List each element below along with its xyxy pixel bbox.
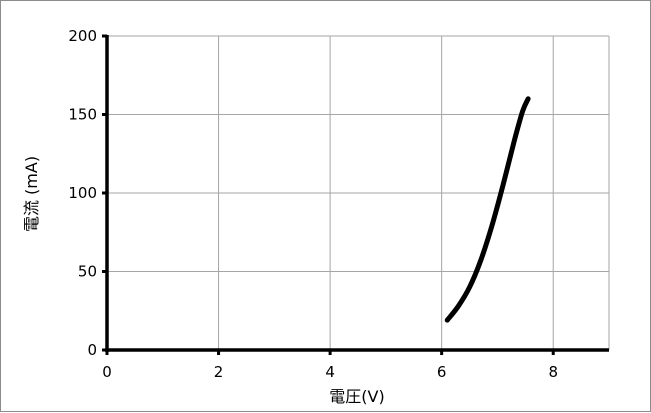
x-tick-label-6: 6 [437, 363, 447, 381]
x-tick-label-2: 2 [214, 363, 224, 381]
y-tick-label-100: 100 [68, 184, 97, 202]
y-tick-label-0: 0 [87, 341, 97, 359]
grid [107, 36, 609, 350]
x-tick-label-0: 0 [102, 363, 112, 381]
x-tick-label-4: 4 [325, 363, 335, 381]
tick-labels: 0 2 4 6 8 0 50 100 150 200 [68, 27, 558, 381]
axes [102, 35, 609, 355]
x-axis-title: 電圧(V) [329, 387, 384, 406]
y-tick-label-200: 200 [68, 27, 97, 45]
series-line-0 [447, 99, 528, 320]
y-axis-title: 電流 (mA) [22, 156, 41, 232]
y-tick-label-50: 50 [78, 263, 97, 281]
x-tick-label-8: 8 [548, 363, 558, 381]
y-tick-label-150: 150 [68, 106, 97, 124]
series-layer [447, 99, 528, 321]
